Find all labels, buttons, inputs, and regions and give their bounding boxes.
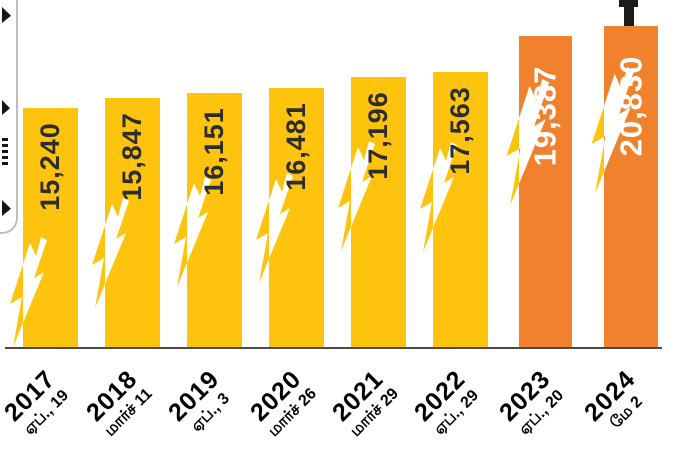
lightning-bolt-icon [10, 237, 47, 347]
x-axis-label-2018: 2018 மார்ச் 11 [68, 353, 168, 453]
cut-off-text-fragment [2, 200, 11, 216]
cut-off-text-fragment [2, 7, 11, 23]
x-axis-label-2022: 2022 ஏப்., 29 [396, 353, 496, 453]
x-axis-label-2017: 2017 ஏப்., 19 [0, 353, 87, 453]
x-axis-label-2021: 2021 மார்ச் 29 [314, 353, 414, 453]
bar-2017 [23, 108, 78, 348]
x-axis-label-2020: 2020 மார்ச் 26 [232, 353, 332, 453]
x-axis-label-2019: 2019 ஏப்., 3 [150, 353, 250, 453]
x-axis-label-2024: 2024 மே 2 [567, 353, 667, 453]
bar-2022 [433, 72, 488, 348]
lightning-bolt-icon [591, 67, 635, 194]
top-right-ink-mark [624, 0, 634, 28]
lightning-bolt-icon [256, 173, 293, 283]
x-axis-line [5, 347, 662, 349]
lightning-bolt-icon [420, 142, 457, 252]
bar-2021 [351, 77, 406, 348]
lightning-bolt-icon [92, 198, 129, 308]
x-axis-label-2023: 2023 ஏப்., 20 [481, 353, 581, 453]
cut-off-text-fragment [2, 100, 10, 115]
lightning-bolt-icon [174, 177, 211, 287]
left-page-edge-panel [0, 0, 18, 234]
lightning-bolt-icon [506, 79, 550, 206]
cut-off-text-fragment [2, 138, 8, 165]
lightning-bolt-icon [338, 141, 375, 251]
